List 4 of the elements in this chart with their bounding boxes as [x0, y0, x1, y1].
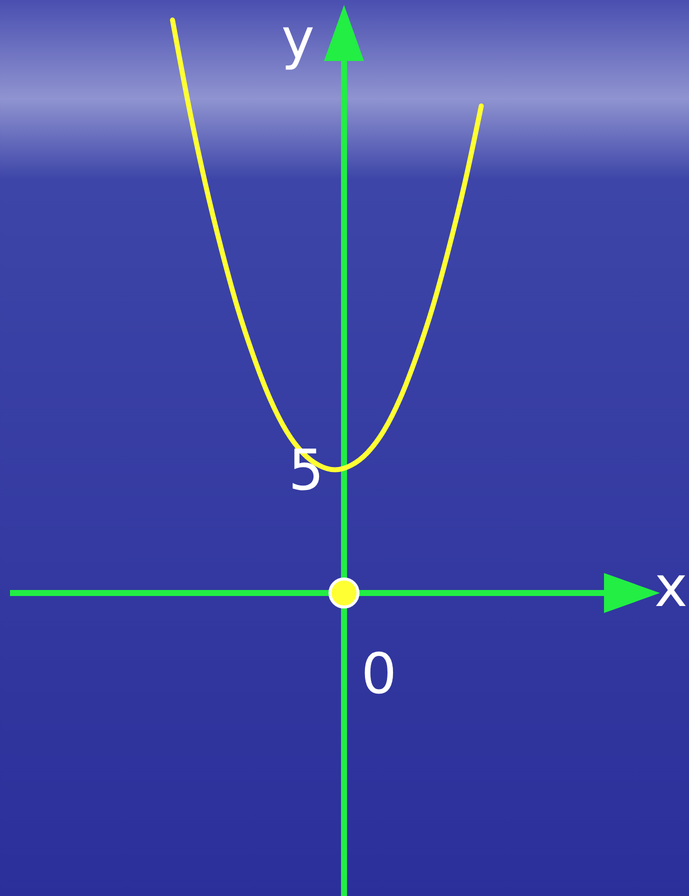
y-axis-title: y [281, 7, 315, 72]
x-axis-title: x [654, 555, 688, 620]
annotation: 5 [288, 438, 324, 504]
text: 0 [361, 642, 397, 707]
